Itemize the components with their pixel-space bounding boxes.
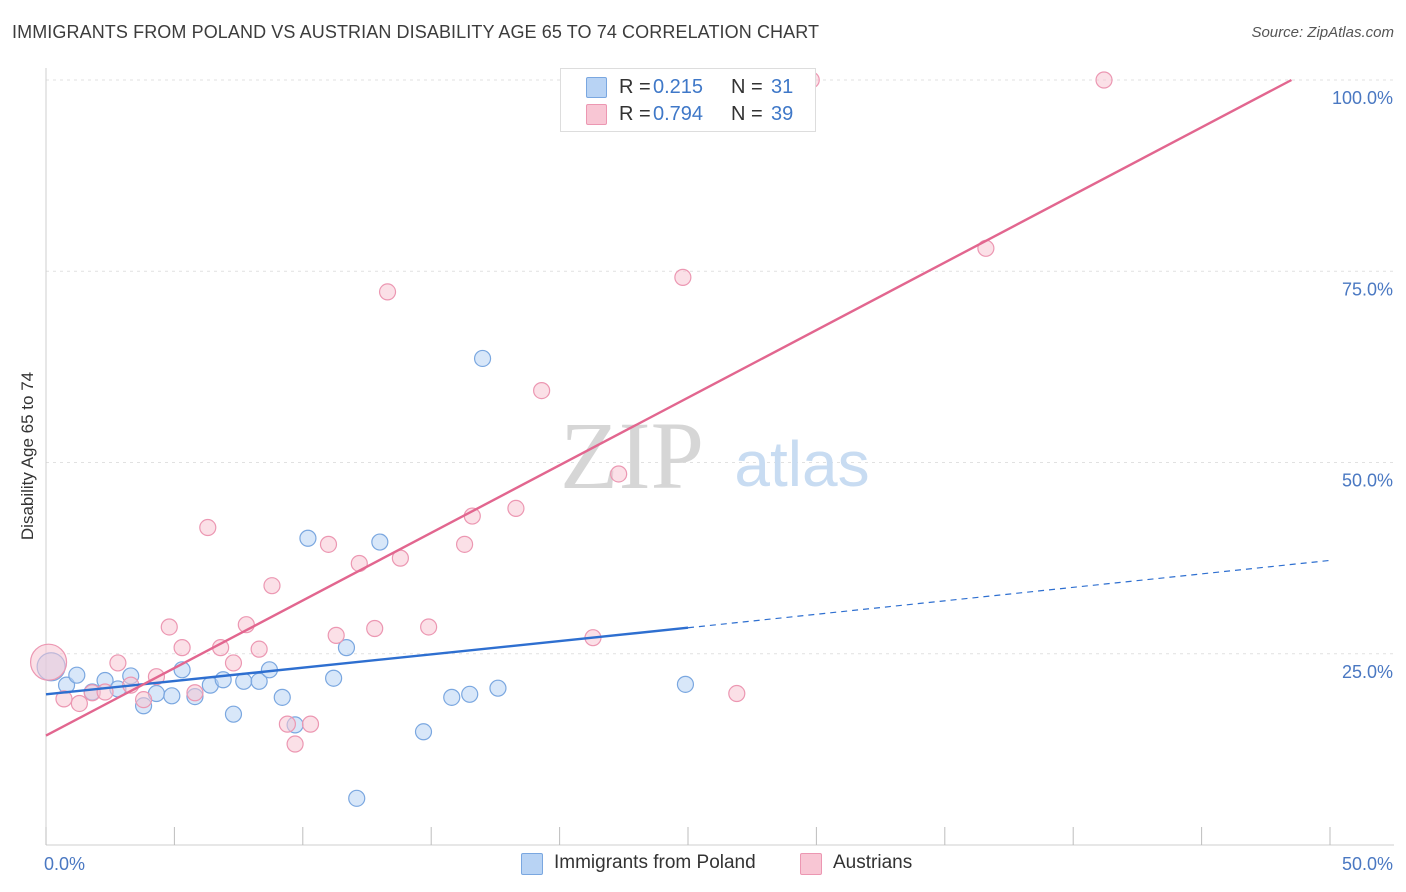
austrians-point xyxy=(674,268,692,286)
y-tick-label: 75.0% xyxy=(1342,279,1393,299)
austrians-point xyxy=(319,535,338,553)
poland-trend-extension xyxy=(687,559,1331,629)
austrians-point xyxy=(420,618,438,636)
legend-label-poland: Immigrants from Poland xyxy=(554,852,756,873)
legend-r-value: 0.215 xyxy=(653,75,704,98)
poland-point xyxy=(371,533,389,551)
watermark-zip: ZIP xyxy=(560,402,704,509)
watermark: ZIP atlas xyxy=(560,402,870,509)
poland-point xyxy=(325,669,343,687)
austrians-legend-swatch xyxy=(800,853,822,875)
axis-layer xyxy=(45,68,1394,846)
austrians-point xyxy=(224,654,243,672)
austrians-point xyxy=(507,499,525,517)
austrians-point xyxy=(327,626,345,644)
tick-labels: 25.0% 50.0% 75.0% 100.0% 0.0% 50.0% xyxy=(44,88,1393,874)
poland-legend-swatch xyxy=(521,853,543,875)
legend-r-label: R = xyxy=(619,102,651,125)
austrians-point xyxy=(366,619,384,638)
poland-point xyxy=(68,666,86,684)
poland-point xyxy=(337,639,356,657)
legend-r-label: R = xyxy=(619,75,651,98)
watermark-atlas: atlas xyxy=(734,428,869,500)
austrians-point xyxy=(186,684,204,702)
austrians-point xyxy=(55,690,73,708)
austrians-point xyxy=(378,283,397,301)
austrians-swatch xyxy=(586,103,607,125)
austrians-point xyxy=(70,694,88,713)
poland-point xyxy=(461,685,479,703)
y-tick-label: 50.0% xyxy=(1342,471,1393,491)
trend-layer xyxy=(45,78,1331,737)
austrians-point xyxy=(173,639,191,657)
austrians-point xyxy=(610,465,628,483)
poland-point xyxy=(224,705,243,723)
austrians-point xyxy=(301,715,320,733)
austrians-point xyxy=(533,381,551,400)
austrians-point xyxy=(455,535,474,553)
legend-label-austrians: Austrians xyxy=(833,852,913,873)
austrians-point xyxy=(278,715,296,733)
legend-n-label: N = xyxy=(731,75,763,98)
austrians-point xyxy=(250,640,268,658)
poland-point xyxy=(273,688,291,706)
poland-point xyxy=(676,675,695,693)
y-tick-label: 100.0% xyxy=(1332,88,1393,108)
chart-title: IMMIGRANTS FROM POLAND VS AUSTRIAN DISAB… xyxy=(12,22,820,42)
x-tick-label: 0.0% xyxy=(44,854,85,874)
poland-point xyxy=(473,349,492,368)
poland-point xyxy=(348,789,366,807)
austrians-point xyxy=(109,654,127,672)
poland-point xyxy=(489,679,507,697)
poland-point xyxy=(299,529,317,547)
austrians-point xyxy=(160,618,178,636)
austrians-point xyxy=(263,577,281,595)
austrians-point xyxy=(286,735,304,753)
legend-r-value: 0.794 xyxy=(653,102,704,125)
stats-legend: R = 0.215 N = 31 R = 0.794 N = 39 xyxy=(560,68,816,132)
austrians-trend-line xyxy=(45,78,1293,737)
poland-point xyxy=(443,688,461,706)
legend-n-label: N = xyxy=(731,102,763,125)
legend-n-value: 39 xyxy=(771,102,794,125)
poland-swatch xyxy=(586,76,607,98)
austrians-point xyxy=(728,684,746,703)
legend-n-value: 31 xyxy=(771,75,794,98)
poland-trend-line xyxy=(45,626,689,696)
poland-point xyxy=(414,723,433,741)
poland-point xyxy=(163,687,181,705)
x-tick-label: 50.0% xyxy=(1342,854,1393,874)
austrians-point xyxy=(199,518,217,537)
y-tick-label: 25.0% xyxy=(1342,662,1393,682)
austrians-point xyxy=(134,691,153,709)
austrians-point xyxy=(1095,71,1113,89)
source-credit: Source: ZipAtlas.com xyxy=(1251,24,1394,41)
poland-point xyxy=(235,672,253,690)
grid-layer xyxy=(46,79,1394,655)
austrians-point xyxy=(29,643,68,681)
